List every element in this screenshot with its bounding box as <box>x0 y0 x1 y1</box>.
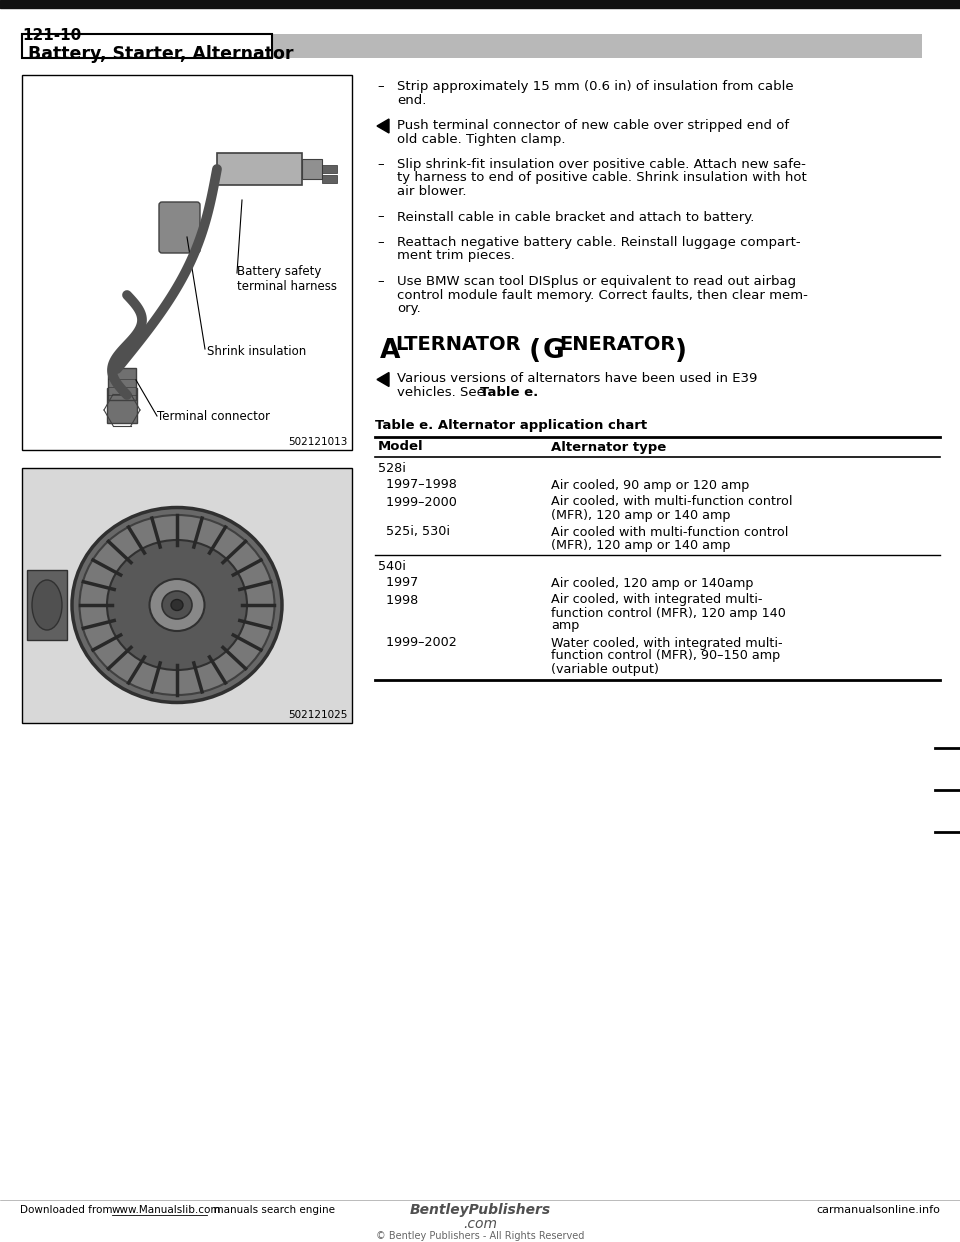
Text: Various versions of alternators have been used in E39: Various versions of alternators have bee… <box>397 373 757 385</box>
Text: (MFR), 120 amp or 140 amp: (MFR), 120 amp or 140 amp <box>551 508 731 522</box>
Text: Air cooled, 120 amp or 140amp: Air cooled, 120 amp or 140amp <box>551 576 754 590</box>
Text: vehicles. See: vehicles. See <box>397 386 490 399</box>
Bar <box>322 175 337 183</box>
Text: Air cooled, with integrated multi-: Air cooled, with integrated multi- <box>551 594 762 606</box>
Text: www.Manualslib.com: www.Manualslib.com <box>112 1205 222 1215</box>
Text: BentleyPublishers: BentleyPublishers <box>409 1203 551 1217</box>
Text: (: ( <box>520 338 541 364</box>
Text: ory.: ory. <box>397 302 420 315</box>
Text: Push terminal connector of new cable over stripped end of: Push terminal connector of new cable ove… <box>397 119 789 132</box>
Text: ty harness to end of positive cable. Shrink insulation with hot: ty harness to end of positive cable. Shr… <box>397 171 806 185</box>
Text: (MFR), 120 amp or 140 amp: (MFR), 120 amp or 140 amp <box>551 539 731 551</box>
Text: amp: amp <box>551 620 580 632</box>
Text: function control (MFR), 120 amp 140: function control (MFR), 120 amp 140 <box>551 606 786 620</box>
Text: –: – <box>377 274 384 288</box>
Ellipse shape <box>72 508 282 703</box>
Text: ENERATOR: ENERATOR <box>559 334 676 354</box>
Text: air blower.: air blower. <box>397 185 467 197</box>
Text: 121-10: 121-10 <box>22 29 82 43</box>
Text: Battery safety
terminal harness: Battery safety terminal harness <box>237 265 337 293</box>
Text: Air cooled, with multi-function control: Air cooled, with multi-function control <box>551 496 793 508</box>
Bar <box>22 468 352 723</box>
Ellipse shape <box>32 580 62 630</box>
Text: Slip shrink-fit insulation over positive cable. Attach new safe-: Slip shrink-fit insulation over positive… <box>397 158 805 171</box>
Bar <box>0 0 960 7</box>
Text: Water cooled, with integrated multi-: Water cooled, with integrated multi- <box>551 636 782 650</box>
Bar <box>27 570 67 640</box>
Text: Table e.: Table e. <box>480 386 539 399</box>
Ellipse shape <box>80 515 275 696</box>
Text: Use BMW scan tool DISplus or equivalent to read out airbag: Use BMW scan tool DISplus or equivalent … <box>397 274 796 288</box>
Bar <box>302 159 322 179</box>
Text: Reattach negative battery cable. Reinstall luggage compart-: Reattach negative battery cable. Reinsta… <box>397 236 801 248</box>
Bar <box>108 368 136 400</box>
Text: –: – <box>377 236 384 248</box>
Text: function control (MFR), 90–150 amp: function control (MFR), 90–150 amp <box>551 650 780 662</box>
Polygon shape <box>377 373 389 386</box>
Ellipse shape <box>150 579 204 631</box>
Text: Air cooled, 90 amp or 120 amp: Air cooled, 90 amp or 120 amp <box>551 478 750 492</box>
Text: 525i, 530i: 525i, 530i <box>378 525 450 539</box>
Text: Shrink insulation: Shrink insulation <box>207 345 306 358</box>
Text: Model: Model <box>378 441 423 453</box>
Text: 502121013: 502121013 <box>289 437 348 447</box>
Text: LTERNATOR: LTERNATOR <box>395 334 520 354</box>
Text: Air cooled with multi-function control: Air cooled with multi-function control <box>551 525 788 539</box>
Text: ment trim pieces.: ment trim pieces. <box>397 250 515 262</box>
Text: Downloaded from: Downloaded from <box>20 1205 116 1215</box>
Text: old cable. Tighten clamp.: old cable. Tighten clamp. <box>397 133 565 145</box>
Text: –: – <box>377 210 384 224</box>
Text: (variable output): (variable output) <box>551 662 659 676</box>
Text: carmanualsonline.info: carmanualsonline.info <box>816 1205 940 1215</box>
Text: –: – <box>377 158 384 171</box>
Text: 1999–2002: 1999–2002 <box>378 636 457 650</box>
Text: Terminal connector: Terminal connector <box>157 410 270 424</box>
Bar <box>217 153 302 185</box>
Ellipse shape <box>107 540 247 669</box>
Bar <box>22 34 272 58</box>
Text: A: A <box>380 338 400 364</box>
Text: .com: .com <box>463 1217 497 1231</box>
Bar <box>322 165 337 173</box>
Text: Strip approximately 15 mm (0.6 in) of insulation from cable: Strip approximately 15 mm (0.6 in) of in… <box>397 79 794 93</box>
Bar <box>107 388 137 424</box>
Text: 1998: 1998 <box>378 594 419 606</box>
Text: Table e. Alternator application chart: Table e. Alternator application chart <box>375 419 647 431</box>
Ellipse shape <box>171 600 183 611</box>
Text: ): ) <box>675 338 687 364</box>
Text: 1999–2000: 1999–2000 <box>378 496 457 508</box>
Text: Battery, Starter, Alternator: Battery, Starter, Alternator <box>28 45 294 63</box>
Text: 1997–1998: 1997–1998 <box>378 478 457 492</box>
Ellipse shape <box>162 591 192 619</box>
Text: end.: end. <box>397 93 426 107</box>
Text: 540i: 540i <box>378 559 406 573</box>
Text: –: – <box>377 79 384 93</box>
Text: © Bentley Publishers - All Rights Reserved: © Bentley Publishers - All Rights Reserv… <box>375 1231 585 1241</box>
Text: control module fault memory. Correct faults, then clear mem-: control module fault memory. Correct fau… <box>397 288 808 302</box>
Text: 1997: 1997 <box>378 576 419 590</box>
Bar <box>22 75 352 450</box>
Text: G: G <box>543 338 564 364</box>
Text: Reinstall cable in cable bracket and attach to battery.: Reinstall cable in cable bracket and att… <box>397 210 755 224</box>
Text: Alternator type: Alternator type <box>551 441 666 453</box>
Polygon shape <box>377 119 389 133</box>
Text: 528i: 528i <box>378 462 406 474</box>
Text: 502121025: 502121025 <box>289 710 348 720</box>
FancyBboxPatch shape <box>159 202 200 253</box>
Text: manuals search engine: manuals search engine <box>207 1205 335 1215</box>
Bar <box>22 34 922 58</box>
